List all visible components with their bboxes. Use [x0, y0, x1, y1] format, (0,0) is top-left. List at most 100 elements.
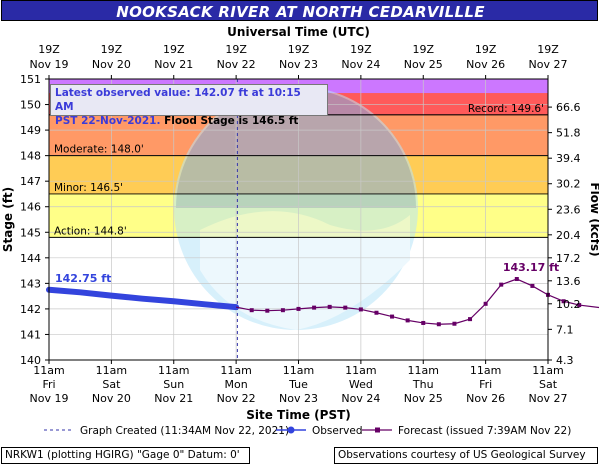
band-label-moderate: Moderate: 148.0' — [54, 144, 144, 156]
top-tick-utc: 19Z — [537, 43, 559, 56]
bottom-tick-time: 11am — [220, 364, 251, 377]
footer-source: Observations courtesy of US Geological S… — [334, 447, 598, 464]
observed-value-label: 142.75 ft — [55, 272, 111, 285]
observed-series-line — [46, 286, 240, 311]
bottom-tick-date: Nov 23 — [279, 392, 318, 405]
top-tick-utc: 19Z — [101, 43, 123, 56]
forecast-point — [249, 308, 254, 313]
right-axis-title: Flow (kcfs) — [588, 182, 599, 256]
bottom-tick-day: Tue — [288, 378, 308, 391]
top-tick-date: Nov 25 — [404, 58, 443, 71]
forecast-point — [421, 320, 426, 325]
bottom-tick-time: 11am — [96, 364, 127, 377]
y-tick-label: 148 — [20, 150, 41, 163]
y-tick-label: 142 — [20, 303, 41, 316]
top-tick-date: Nov 20 — [92, 58, 131, 71]
bottom-tick-time: 11am — [158, 364, 189, 377]
forecast-point — [327, 304, 332, 309]
flow-tick-label: 10.2 — [556, 298, 581, 311]
y-tick-label: 140 — [20, 354, 41, 367]
bottom-tick-date: Nov 26 — [466, 392, 505, 405]
bottom-tick-date: Nov 21 — [154, 392, 193, 405]
top-tick-date: Nov 27 — [529, 58, 568, 71]
forecast-point — [296, 306, 301, 311]
y-tick-label: 145 — [20, 226, 41, 239]
forecast-series-line — [236, 278, 599, 325]
y-tick-label: 151 — [20, 73, 41, 86]
chart-title: NOOKSACK RIVER AT NORTH CEDARVILLLE — [116, 3, 485, 21]
bottom-tick-date: Nov 27 — [529, 392, 568, 405]
forecast-point — [499, 282, 504, 287]
top-tick-date: Nov 19 — [30, 58, 69, 71]
y-tick-label: 147 — [20, 175, 41, 188]
flow-tick-label: 66.6 — [556, 101, 581, 114]
bottom-tick-date: Nov 20 — [92, 392, 131, 405]
latest-observed-date: PST 22-Nov-2021. — [55, 115, 161, 127]
forecast-point — [452, 321, 457, 326]
y-tick-label: 150 — [20, 99, 41, 112]
bottom-tick-day: Mon — [225, 378, 248, 391]
bottom-tick-date: Nov 22 — [217, 392, 256, 405]
forecast-point — [280, 308, 285, 313]
forecast-point — [561, 299, 566, 304]
top-tick-date: Nov 22 — [217, 58, 256, 71]
flow-tick-label: 20.4 — [556, 229, 581, 242]
bottom-tick-time: 11am — [345, 364, 376, 377]
y-tick-label: 146 — [20, 201, 41, 214]
flow-tick-label: 17.2 — [556, 252, 581, 265]
flood-stage-text: Flood Stage is 146.5 ft — [164, 115, 299, 127]
forecast-point — [312, 305, 317, 310]
top-tick-utc: 19Z — [412, 43, 434, 56]
bottom-tick-time: 11am — [532, 364, 563, 377]
legend-observed-label: Observed — [312, 425, 363, 437]
forecast-point — [265, 308, 270, 313]
forecast-point — [374, 310, 379, 315]
bottom-tick-date: Nov 24 — [341, 392, 380, 405]
forecast-point — [514, 277, 519, 282]
forecast-point — [390, 314, 395, 319]
footer-gage-info: NRKW1 (plotting HGIRG) "Gage 0" Datum: 0… — [1, 447, 250, 464]
bottom-axis-title: Site Time (PST) — [246, 408, 351, 422]
forecast-point — [358, 307, 363, 312]
top-tick-date: Nov 21 — [154, 58, 193, 71]
flow-tick-label: 51.8 — [556, 127, 581, 140]
chart-title-bar: NOOKSACK RIVER AT NORTH CEDARVILLLE — [1, 0, 598, 21]
flow-tick-label: 23.6 — [556, 203, 581, 216]
forecast-point — [530, 283, 535, 288]
flow-tick-label: 13.6 — [556, 275, 581, 288]
bottom-tick-day: Wed — [349, 378, 373, 391]
flow-tick-label: 7.1 — [556, 323, 574, 336]
bottom-tick-day: Thu — [412, 378, 434, 391]
top-tick-utc: 19Z — [225, 43, 247, 56]
latest-observed-info: Latest observed value: 142.07 ft at 10:1… — [50, 84, 328, 127]
y-tick-label: 149 — [20, 124, 41, 137]
bottom-tick-day: Sat — [539, 378, 558, 391]
bottom-tick-day: Sat — [102, 378, 121, 391]
legend-observed-marker — [287, 426, 295, 434]
band-label-minor: Minor: 146.5' — [54, 182, 123, 194]
band-label-record: Record: 149.6' — [468, 103, 544, 115]
top-tick-utc: 19Z — [288, 43, 310, 56]
top-tick-date: Nov 26 — [466, 58, 505, 71]
top-tick-date: Nov 23 — [279, 58, 318, 71]
forecast-point — [343, 305, 348, 310]
top-tick-utc: 19Z — [38, 43, 60, 56]
forecast-point — [436, 322, 441, 327]
bottom-tick-date: Nov 19 — [30, 392, 69, 405]
bottom-tick-time: 11am — [33, 364, 64, 377]
latest-observed-line1: Latest observed value: 142.07 ft at 10:1… — [55, 87, 301, 113]
bottom-tick-time: 11am — [408, 364, 439, 377]
legend-created-label: Graph Created (11:34AM Nov 22, 2021) — [80, 425, 289, 437]
bottom-tick-day: Sun — [163, 378, 184, 391]
bottom-tick-day: Fri — [42, 378, 55, 391]
top-tick-utc: 19Z — [350, 43, 372, 56]
flow-tick-label: 30.2 — [556, 178, 581, 191]
flow-tick-label: 4.3 — [556, 354, 574, 367]
legend-forecast-marker — [375, 427, 380, 433]
y-tick-label: 144 — [20, 252, 41, 265]
forecast-point — [483, 301, 488, 306]
forecast-point — [468, 317, 473, 322]
top-tick-date: Nov 24 — [341, 58, 380, 71]
bottom-tick-time: 11am — [283, 364, 314, 377]
bottom-tick-date: Nov 25 — [404, 392, 443, 405]
